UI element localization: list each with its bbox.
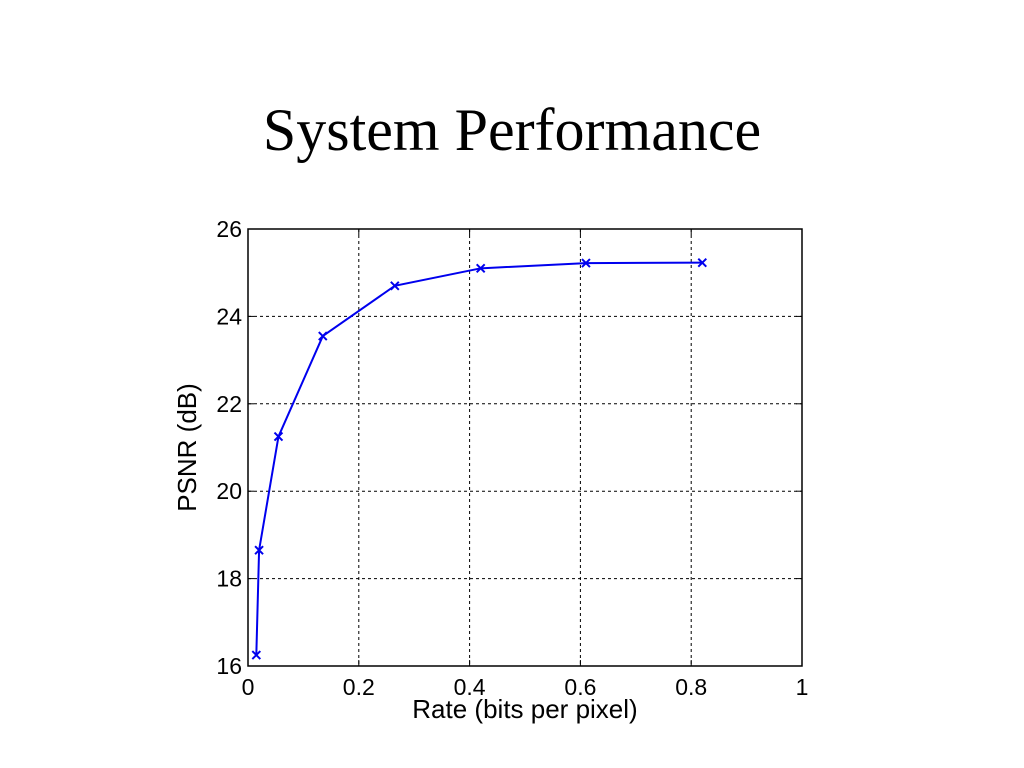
y-axis-label: PSNR (dB) xyxy=(172,383,202,512)
axis-ticks xyxy=(247,228,803,667)
y-tick-label: 26 xyxy=(216,216,242,242)
slide-title: System Performance xyxy=(262,97,762,163)
x-tick-label: 0.8 xyxy=(675,674,707,700)
grid-lines xyxy=(248,229,802,666)
y-tick-label: 22 xyxy=(216,391,242,417)
data-point-marker xyxy=(697,257,707,268)
data-point-marker xyxy=(581,258,591,268)
y-tick-label: 24 xyxy=(216,303,242,329)
data-point-marker xyxy=(475,263,486,274)
x-tick-label: 0.2 xyxy=(343,674,375,700)
x-axis-label: Rate (bits per pixel) xyxy=(412,694,637,724)
y-tick-label: 16 xyxy=(216,653,242,679)
plot-area-frame xyxy=(247,228,803,667)
series-line xyxy=(255,261,703,656)
tick-labels: 0 0.2 0.4 0.6 0.8 1 16 18 20 22 24 26 xyxy=(216,216,808,700)
x-tick-label: 0.6 xyxy=(564,674,596,700)
data-point-marker xyxy=(318,331,328,341)
x-tick-label: 0 xyxy=(242,674,255,700)
data-series xyxy=(251,257,707,660)
x-tick-label: 0.4 xyxy=(454,674,486,700)
y-tick-label: 18 xyxy=(216,566,242,592)
data-point-marker xyxy=(273,431,284,442)
data-point-marker xyxy=(254,545,264,555)
data-point-marker xyxy=(390,281,400,291)
y-tick-label: 20 xyxy=(216,478,242,504)
data-point-marker xyxy=(251,650,262,660)
x-tick-label: 1 xyxy=(796,674,809,700)
